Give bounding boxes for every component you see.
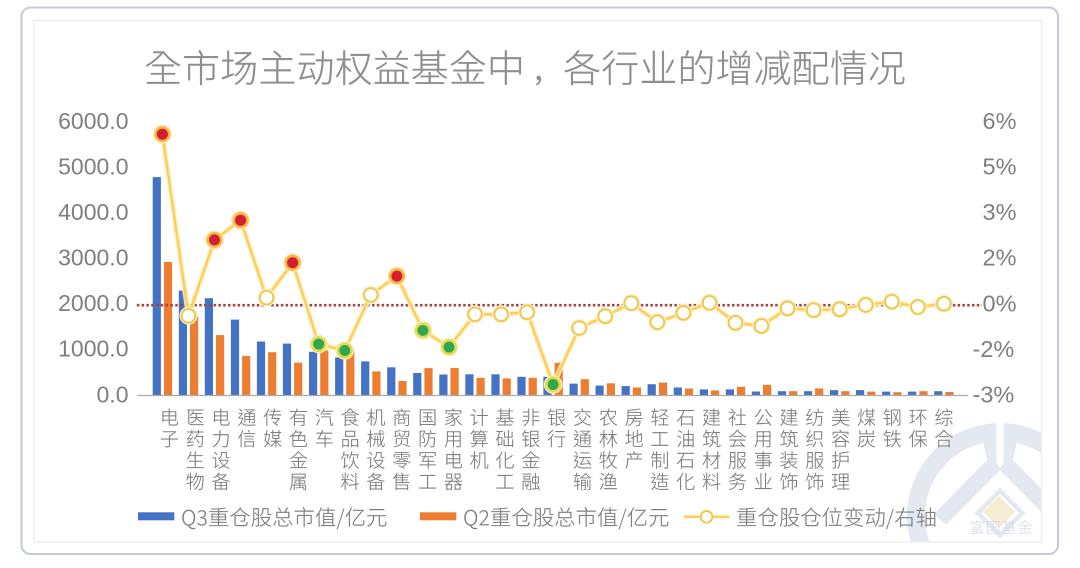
svg-text:2%: 2% <box>983 245 1017 271</box>
svg-text:5%: 5% <box>983 154 1017 180</box>
svg-text:3000.0: 3000.0 <box>58 245 128 271</box>
svg-text:-2%: -2% <box>973 336 1015 362</box>
svg-text:1000.0: 1000.0 <box>58 336 128 362</box>
svg-text:3%: 3% <box>983 199 1017 225</box>
svg-text:-3%: -3% <box>973 381 1015 407</box>
svg-text:0%: 0% <box>983 290 1017 316</box>
svg-text:6000.0: 6000.0 <box>58 108 128 134</box>
svg-text:5000.0: 5000.0 <box>58 154 128 180</box>
svg-text:2000.0: 2000.0 <box>58 290 128 316</box>
svg-text:6%: 6% <box>983 108 1017 134</box>
svg-text:0.0: 0.0 <box>97 381 129 407</box>
svg-text:4000.0: 4000.0 <box>58 199 128 225</box>
